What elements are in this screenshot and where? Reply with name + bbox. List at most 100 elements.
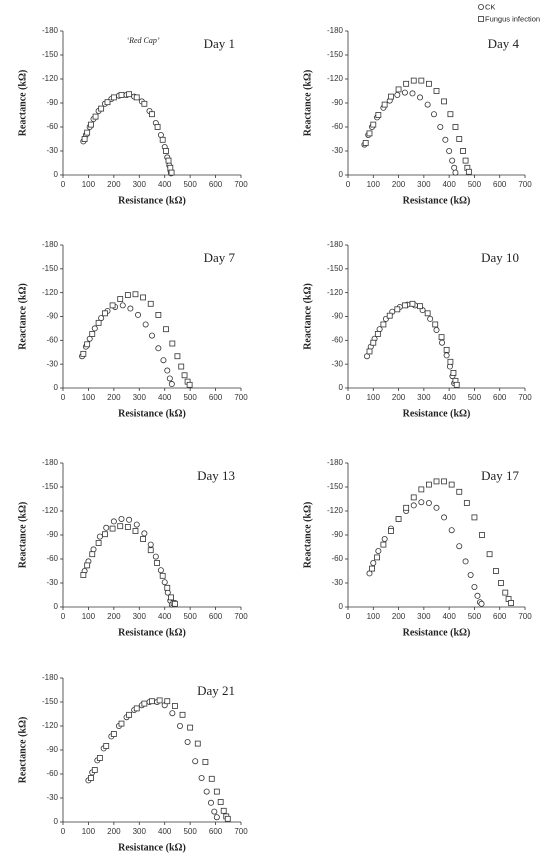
data-point xyxy=(149,698,155,705)
x-tick-label: 100 xyxy=(367,180,381,189)
data-point xyxy=(474,592,481,599)
data-point xyxy=(410,494,417,501)
data-point xyxy=(110,518,117,525)
y-tick-label: -120 xyxy=(42,288,59,297)
y-axis-label: Reactance (kΩ) xyxy=(17,717,28,784)
data-point xyxy=(438,334,445,341)
panel: -180 -150 -120 -90 -60 -30 00 100 200 300 400 500 60… xyxy=(17,26,248,206)
data-point xyxy=(388,528,394,534)
legend-marker xyxy=(477,4,484,10)
data-point xyxy=(417,94,424,101)
y-tick-label: -180 xyxy=(327,26,344,35)
data-point xyxy=(381,101,388,108)
data-point xyxy=(498,580,504,586)
data-point xyxy=(374,554,380,561)
y-tick-label: -30 xyxy=(331,359,343,368)
data-point xyxy=(208,775,215,782)
data-point xyxy=(370,121,377,128)
data-point xyxy=(89,551,96,558)
x-tick-label: 200 xyxy=(107,827,121,836)
x-tick-label: 0 xyxy=(346,180,351,189)
x-tick-label: 400 xyxy=(442,180,456,189)
x-tick-label: 600 xyxy=(209,827,223,836)
data-point xyxy=(424,310,431,317)
panel-title: Day 17 xyxy=(481,468,519,483)
y-tick-label: 0 xyxy=(54,170,59,179)
data-point xyxy=(452,124,459,130)
panel: -180 -150 -120 -90 -60 -30 00 100 200 300 400 500 60… xyxy=(302,240,532,419)
data-point xyxy=(478,600,485,607)
y-tick-label: 0 xyxy=(54,817,59,826)
data-point xyxy=(89,331,96,337)
x-tick-label: 600 xyxy=(493,612,507,621)
y-tick-label: -60 xyxy=(331,335,343,344)
y-tick-label: -150 xyxy=(327,482,344,491)
data-point xyxy=(460,148,466,154)
x-tick-label: 600 xyxy=(493,393,507,402)
data-point xyxy=(381,536,388,543)
x-tick-label: 100 xyxy=(82,612,96,621)
panel-title: Day 4 xyxy=(488,36,520,51)
x-axis-label: Resistance (kΩ) xyxy=(403,408,471,419)
data-point xyxy=(447,111,454,118)
x-tick-label: 200 xyxy=(107,612,121,621)
annotation: ‘Red Cap’ xyxy=(126,36,159,45)
data-point xyxy=(117,296,124,302)
data-point xyxy=(157,131,164,138)
panel-title: Day 13 xyxy=(197,468,235,483)
panel-title: Day 10 xyxy=(481,250,519,265)
data-point xyxy=(471,514,478,521)
data-point xyxy=(118,516,125,523)
y-tick-label: -30 xyxy=(46,578,58,587)
data-point xyxy=(465,168,472,175)
x-tick-label: 400 xyxy=(158,393,172,402)
data-point xyxy=(80,572,87,578)
y-tick-label: -150 xyxy=(327,264,344,273)
data-point xyxy=(186,381,193,388)
x-tick-label: 300 xyxy=(133,393,147,402)
data-point xyxy=(203,788,210,795)
x-tick-label: 500 xyxy=(468,393,482,402)
x-tick-label: 700 xyxy=(234,393,248,402)
data-point xyxy=(110,94,117,101)
data-point xyxy=(154,124,161,130)
panel: -180 -150 -120 -90 -60 -30 00 100 200 300 400 500 60… xyxy=(17,458,248,638)
x-axis-label: Resistance (kΩ) xyxy=(118,627,186,638)
data-point xyxy=(169,710,176,717)
data-point xyxy=(409,90,416,97)
data-point xyxy=(409,300,416,307)
data-point xyxy=(155,345,162,352)
data-point xyxy=(194,740,201,747)
y-axis-label: Reactance (kΩ) xyxy=(17,283,28,350)
y-tick-label: -150 xyxy=(42,50,59,59)
data-point xyxy=(103,524,110,531)
data-point xyxy=(155,312,162,318)
x-tick-label: 200 xyxy=(107,393,121,402)
x-tick-label: 700 xyxy=(234,612,248,621)
x-tick-label: 0 xyxy=(61,180,66,189)
panel: -180 -150 -120 -90 -60 -30 00 100 200 300 400 500 60… xyxy=(17,673,248,853)
x-tick-label: 0 xyxy=(61,612,66,621)
y-tick-label: -180 xyxy=(327,458,344,467)
data-point xyxy=(375,112,382,118)
y-tick-label: -30 xyxy=(46,359,58,368)
data-point xyxy=(462,558,469,565)
data-point xyxy=(187,724,194,731)
x-tick-label: 600 xyxy=(209,612,223,621)
x-axis-label: Resistance (kΩ) xyxy=(403,627,471,638)
y-axis-label: Reactance (kΩ) xyxy=(302,502,313,569)
y-tick-label: 0 xyxy=(54,383,59,392)
y-tick-label: -120 xyxy=(327,74,344,83)
data-point xyxy=(176,723,183,730)
y-tick-label: -90 xyxy=(331,98,343,107)
data-point xyxy=(211,808,218,815)
y-tick-label: 0 xyxy=(54,602,59,611)
y-tick-label: -30 xyxy=(331,578,343,587)
data-point xyxy=(141,700,148,707)
data-point xyxy=(508,600,514,606)
data-point xyxy=(147,300,154,307)
y-tick-label: -30 xyxy=(331,146,343,155)
x-tick-label: 0 xyxy=(61,827,66,836)
data-point xyxy=(140,536,147,542)
data-point xyxy=(88,121,94,128)
